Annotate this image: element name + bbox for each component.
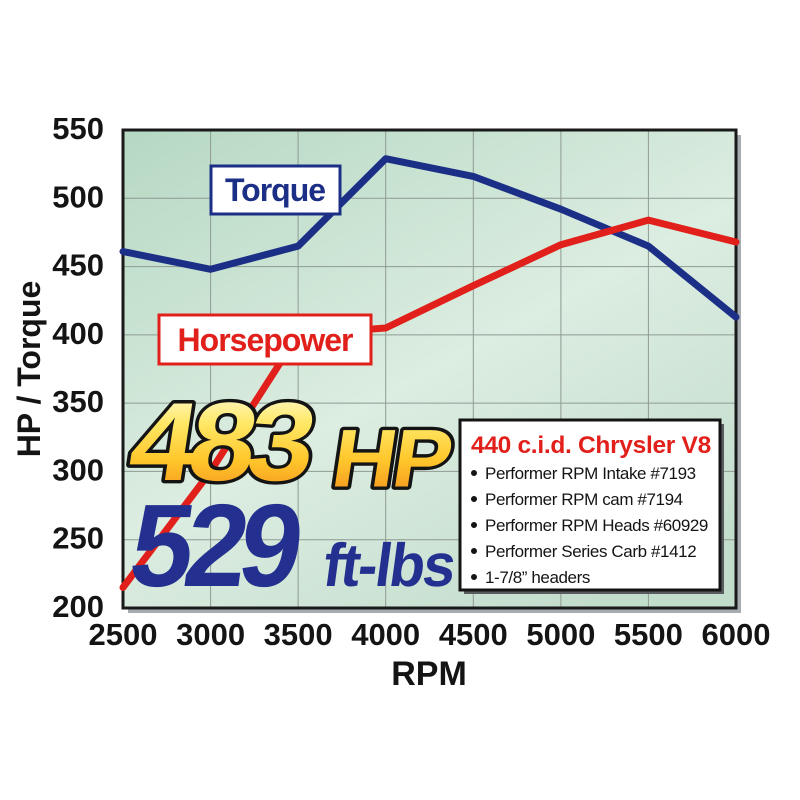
svg-text:Performer RPM Intake #7193: Performer RPM Intake #7193 xyxy=(485,464,696,483)
svg-text:400: 400 xyxy=(52,316,104,351)
svg-text:5500: 5500 xyxy=(614,617,683,652)
svg-text:4000: 4000 xyxy=(351,617,420,652)
svg-text:Performer RPM cam #7194: Performer RPM cam #7194 xyxy=(485,490,683,509)
svg-text:350: 350 xyxy=(52,384,104,419)
svg-text:Torque: Torque xyxy=(225,172,325,208)
svg-text:2500: 2500 xyxy=(89,617,158,652)
svg-text:RPM: RPM xyxy=(391,655,467,693)
svg-text:300: 300 xyxy=(52,452,104,487)
svg-text:HP / Torque: HP / Torque xyxy=(11,281,47,458)
svg-text:450: 450 xyxy=(52,248,104,283)
svg-text:Performer RPM Heads #60929: Performer RPM Heads #60929 xyxy=(485,516,708,535)
svg-text:1-7/8” headers: 1-7/8” headers xyxy=(485,568,590,587)
svg-text:3000: 3000 xyxy=(176,617,245,652)
svg-text:440 c.i.d. Chrysler V8: 440 c.i.d. Chrysler V8 xyxy=(471,432,711,459)
svg-text:Performer Series Carb #1412: Performer Series Carb #1412 xyxy=(485,542,696,561)
svg-text:6000: 6000 xyxy=(702,617,771,652)
svg-text:250: 250 xyxy=(52,521,104,556)
svg-text:500: 500 xyxy=(52,179,104,214)
svg-text:5000: 5000 xyxy=(526,617,595,652)
svg-text:550: 550 xyxy=(52,111,104,146)
svg-text:3500: 3500 xyxy=(264,617,333,652)
svg-text:4500: 4500 xyxy=(439,617,508,652)
svg-text:Horsepower: Horsepower xyxy=(178,322,353,358)
